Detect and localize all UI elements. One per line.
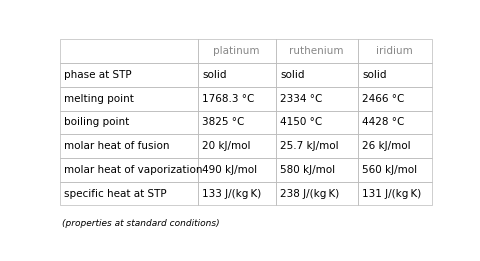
Text: 3825 °C: 3825 °C xyxy=(202,117,244,127)
Bar xyxy=(276,158,358,182)
Bar xyxy=(276,182,358,205)
Text: solid: solid xyxy=(362,70,386,80)
Text: 20 kJ/mol: 20 kJ/mol xyxy=(202,141,251,151)
Bar xyxy=(198,110,276,134)
Bar xyxy=(198,158,276,182)
Text: ruthenium: ruthenium xyxy=(289,46,344,56)
Text: molar heat of vaporization: molar heat of vaporization xyxy=(64,165,203,175)
Bar xyxy=(60,63,198,87)
Bar xyxy=(358,39,432,63)
Text: 2334 °C: 2334 °C xyxy=(280,94,323,104)
Text: 238 J/(kg K): 238 J/(kg K) xyxy=(280,188,339,199)
Bar xyxy=(358,134,432,158)
Text: 580 kJ/mol: 580 kJ/mol xyxy=(280,165,336,175)
Text: boiling point: boiling point xyxy=(64,117,130,127)
Text: melting point: melting point xyxy=(64,94,134,104)
Bar xyxy=(358,158,432,182)
Text: 1768.3 °C: 1768.3 °C xyxy=(202,94,254,104)
Text: 2466 °C: 2466 °C xyxy=(362,94,405,104)
Bar xyxy=(358,110,432,134)
Bar xyxy=(60,182,198,205)
Text: 490 kJ/mol: 490 kJ/mol xyxy=(202,165,257,175)
Text: phase at STP: phase at STP xyxy=(64,70,132,80)
Text: platinum: platinum xyxy=(214,46,260,56)
Bar xyxy=(60,158,198,182)
Text: solid: solid xyxy=(280,70,305,80)
Text: 133 J/(kg K): 133 J/(kg K) xyxy=(202,188,261,199)
Bar xyxy=(198,134,276,158)
Bar xyxy=(276,87,358,110)
Bar xyxy=(276,39,358,63)
Text: iridium: iridium xyxy=(376,46,413,56)
Text: 4428 °C: 4428 °C xyxy=(362,117,405,127)
Bar xyxy=(276,134,358,158)
Bar xyxy=(276,110,358,134)
Bar xyxy=(198,63,276,87)
Bar xyxy=(60,110,198,134)
Text: solid: solid xyxy=(202,70,227,80)
Bar xyxy=(60,134,198,158)
Text: specific heat at STP: specific heat at STP xyxy=(64,188,167,199)
Text: 26 kJ/mol: 26 kJ/mol xyxy=(362,141,411,151)
Bar xyxy=(198,87,276,110)
Bar xyxy=(358,87,432,110)
Bar xyxy=(60,39,198,63)
Bar xyxy=(198,39,276,63)
Bar xyxy=(198,182,276,205)
Bar xyxy=(60,87,198,110)
Bar xyxy=(276,63,358,87)
Text: (properties at standard conditions): (properties at standard conditions) xyxy=(62,219,219,228)
Text: 131 J/(kg K): 131 J/(kg K) xyxy=(362,188,421,199)
Text: 25.7 kJ/mol: 25.7 kJ/mol xyxy=(280,141,339,151)
Text: 560 kJ/mol: 560 kJ/mol xyxy=(362,165,417,175)
Text: 4150 °C: 4150 °C xyxy=(280,117,323,127)
Bar xyxy=(358,63,432,87)
Text: molar heat of fusion: molar heat of fusion xyxy=(64,141,170,151)
Bar xyxy=(358,182,432,205)
